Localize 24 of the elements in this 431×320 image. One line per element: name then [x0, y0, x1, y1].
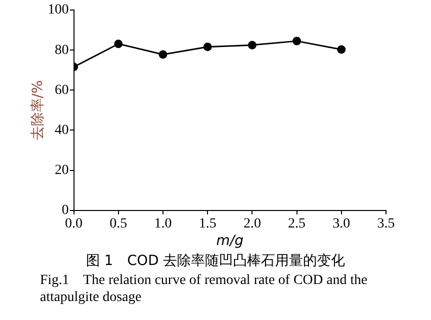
x-tick-label: 0.0: [65, 216, 83, 232]
point: [292, 36, 302, 46]
x-tick-label: 2.5: [288, 216, 306, 232]
y-tick-label: 100: [48, 2, 69, 18]
point: [203, 42, 212, 52]
x-axis-title: m/g: [216, 233, 244, 250]
point: [337, 45, 346, 54]
x-tick-label: 2.0: [243, 216, 261, 232]
y-tick-label: 20: [54, 162, 69, 178]
y-tick-label: 80: [54, 42, 69, 58]
point: [248, 40, 256, 50]
x-tick-label: 0.5: [110, 216, 128, 232]
y-tick-label: 60: [54, 82, 69, 98]
text: 图 1 COD 去除率随凹凸棒石用量的变化: [84, 252, 346, 270]
y-axis-title: 去除率/%: [30, 80, 46, 140]
y-tick-label: 0: [62, 203, 69, 218]
x-tick-label: 1.5: [198, 216, 216, 232]
x-tick-label: 1.0: [154, 216, 172, 232]
point: [114, 40, 123, 48]
point: [158, 50, 168, 59]
y-tick-label: 40: [54, 122, 69, 138]
x-tick-label: 3.0: [332, 216, 350, 232]
text: Fig.1 The relation curve of removal rate of COD and the attapulgite dosage: [40, 272, 368, 306]
x-tick-label: 3.5: [377, 216, 395, 232]
